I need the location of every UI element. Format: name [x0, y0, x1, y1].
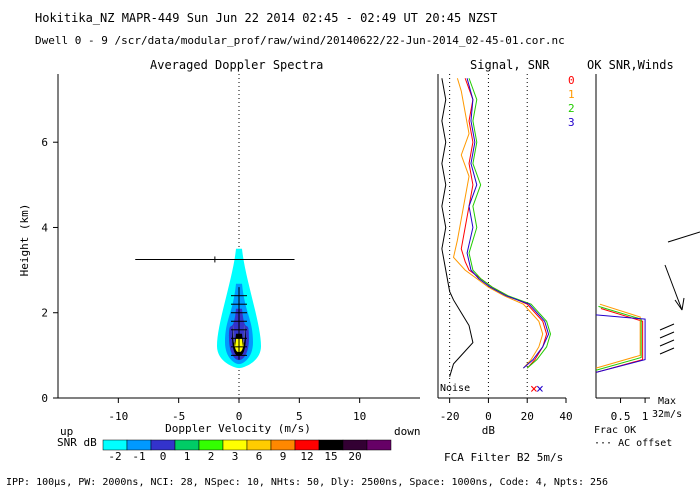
panel3-x-tick-label: 1: [642, 410, 649, 423]
frac-ok-series-2: [595, 305, 642, 371]
panel2-x-tick-label: 0: [485, 410, 492, 423]
x-tick-label: 5: [296, 410, 303, 423]
colorbar-swatch: [222, 439, 248, 451]
x-tick-label: 0: [236, 410, 243, 423]
colorbar-tick-label: -2: [108, 450, 121, 463]
panel3-x-tick-label: 0.5: [611, 410, 631, 423]
y-tick-label: 4: [41, 221, 48, 234]
frac-ok-series-3: [595, 314, 646, 373]
header-line2: Dwell 0 - 9 /scr/data/modular_prof/raw/w…: [35, 34, 565, 47]
colorbar-tick-label: 9: [280, 450, 287, 463]
wind-arrow: [667, 231, 700, 243]
wind-barb: [659, 339, 675, 347]
legend-entry-3: 3: [568, 116, 575, 129]
colorbar-label: SNR dB: [57, 436, 97, 449]
colorbar-tick-label: 12: [300, 450, 313, 463]
colorbar-swatch: [198, 439, 224, 451]
ok-snr-winds-panel: 0.5 1 Frac OK ··· AC offset Max 32m/s: [594, 74, 700, 449]
legend-entry-2: 2: [568, 102, 575, 115]
panel2-x-tick-label: -20: [440, 410, 460, 423]
y-tick-label: 2: [41, 307, 48, 320]
snr-series-3: [466, 78, 550, 369]
y-tick-label: 6: [41, 136, 48, 149]
legend-entry-1: 1: [568, 88, 575, 101]
panel2-x-tick-label: 20: [521, 410, 534, 423]
frac-ok-series-1: [595, 303, 641, 369]
panel2-title: Signal, SNR: [470, 58, 550, 72]
spectra-echo-layer: [233, 324, 245, 353]
colorbar-tick-label: 3: [232, 450, 239, 463]
header-line1: Hokitika_NZ MAPR-449 Sun Jun 22 2014 02:…: [35, 11, 497, 25]
noise-annotation: Noise: [440, 383, 470, 394]
panel2-x-tick-label: 40: [559, 410, 572, 423]
snr-series-2: [468, 78, 552, 369]
colorbar-swatch: [294, 439, 320, 451]
wind-barb: [659, 323, 675, 331]
snr-colorbar: SNR dB-2 -1 0 1 2 3 6 9 12 15 20: [57, 436, 392, 463]
max-wind-value: 32m/s: [652, 409, 682, 420]
colorbar-swatch: [126, 439, 152, 451]
snr-series-noise: [441, 78, 474, 377]
y-tick-label: 0: [41, 392, 48, 405]
x-end-label-up: up: [60, 425, 73, 438]
x-tick-label: -10: [108, 410, 128, 423]
colorbar-tick-label: 2: [208, 450, 215, 463]
colorbar-swatch: [174, 439, 200, 451]
colorbar-swatch: [318, 439, 344, 451]
snr-marker-cross: ×: [530, 382, 538, 397]
max-wind-label: Max: [658, 396, 676, 407]
colorbar-swatch: [366, 439, 392, 451]
x-tick-label: 10: [353, 410, 366, 423]
colorbar-tick-label: -1: [132, 450, 145, 463]
wind-barb: [659, 331, 675, 339]
colorbar-tick-label: 1: [184, 450, 191, 463]
snr-series-0: [460, 78, 548, 369]
x-end-label-down: down: [394, 425, 421, 438]
x-tick-label: -5: [172, 410, 185, 423]
panel1-title: Averaged Doppler Spectra: [150, 58, 323, 72]
colorbar-tick-label: 15: [324, 450, 337, 463]
wind-barb: [659, 347, 675, 355]
ac-offset-label: ··· AC offset: [594, 438, 672, 449]
panel3-x-label: Frac OK: [594, 425, 636, 436]
colorbar-swatch: [342, 439, 368, 451]
colorbar-swatch: [150, 439, 176, 451]
panel3-title: OK SNR,Winds: [587, 58, 674, 72]
x-axis-label: Doppler Velocity (m/s): [165, 422, 311, 435]
panel2-x-label: dB: [482, 424, 496, 437]
colorbar-tick-label: 0: [160, 450, 167, 463]
radar-parameters: IPP: 100μs, PW: 2000ns, NCI: 28, NSpec: …: [6, 477, 608, 488]
wind-arrowhead: [674, 297, 685, 311]
snr-marker-cross: ×: [536, 382, 544, 397]
legend-entry-0: 0: [568, 74, 575, 87]
colorbar-swatch: [270, 439, 296, 451]
colorbar-swatch: [246, 439, 272, 451]
colorbar-tick-label: 6: [256, 450, 263, 463]
wind-arrow: [664, 264, 683, 311]
snr-series-1: [452, 78, 544, 369]
fca-filter-label: FCA Filter B2 5m/s: [444, 451, 563, 464]
colorbar-swatch: [102, 439, 128, 451]
doppler-spectra-panel: -10 -5 0 5 10 0 2 4 6 Height (km) Doppler Velocity…: [18, 74, 421, 438]
y-axis-label: Height (km): [18, 204, 31, 277]
colorbar-tick-label: 20: [348, 450, 361, 463]
